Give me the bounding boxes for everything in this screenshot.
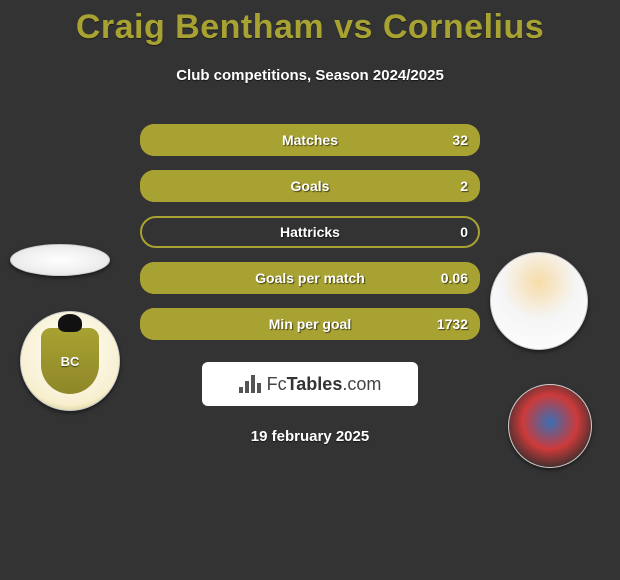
player2-avatar — [490, 252, 588, 350]
page-title: Craig Bentham vs Cornelius — [0, 0, 620, 47]
logo-text-bold: Tables — [287, 374, 343, 394]
stat-value-right: 0 — [460, 216, 468, 248]
stat-value-right: 32 — [452, 124, 468, 156]
logo-text-plain: Fc — [267, 374, 287, 394]
club-badge-text: BC — [41, 328, 99, 394]
logo-box: FcTables.com — [202, 362, 418, 406]
stat-value-right: 2 — [460, 170, 468, 202]
stat-label: Goals — [140, 170, 480, 202]
stat-row: Goals per match0.06 — [140, 262, 480, 294]
stat-label: Goals per match — [140, 262, 480, 294]
logo-icon-bar — [239, 387, 243, 393]
logo-icon-bar — [251, 375, 255, 393]
stat-row: Min per goal1732 — [140, 308, 480, 340]
logo-text-suffix: .com — [342, 374, 381, 394]
logo-icon-bar — [257, 383, 261, 393]
stat-value-right: 0.06 — [441, 262, 468, 294]
player1-club-badge: BC — [20, 311, 120, 411]
logo-icon-bar — [245, 381, 249, 393]
stat-value-right: 1732 — [437, 308, 468, 340]
logo-text: FcTables.com — [267, 374, 382, 395]
stat-row: Matches32 — [140, 124, 480, 156]
stat-row: Goals2 — [140, 170, 480, 202]
player1-avatar — [10, 244, 110, 276]
player2-club-badge — [508, 384, 592, 468]
stat-row: Hattricks0 — [140, 216, 480, 248]
stats-area: Matches32 Goals2 Hattricks0 Goals per match… — [0, 124, 620, 340]
stat-label: Min per goal — [140, 308, 480, 340]
stat-label: Matches — [140, 124, 480, 156]
subtitle: Club competitions, Season 2024/2025 — [0, 67, 620, 84]
stat-label: Hattricks — [140, 216, 480, 248]
barchart-icon — [239, 375, 261, 393]
